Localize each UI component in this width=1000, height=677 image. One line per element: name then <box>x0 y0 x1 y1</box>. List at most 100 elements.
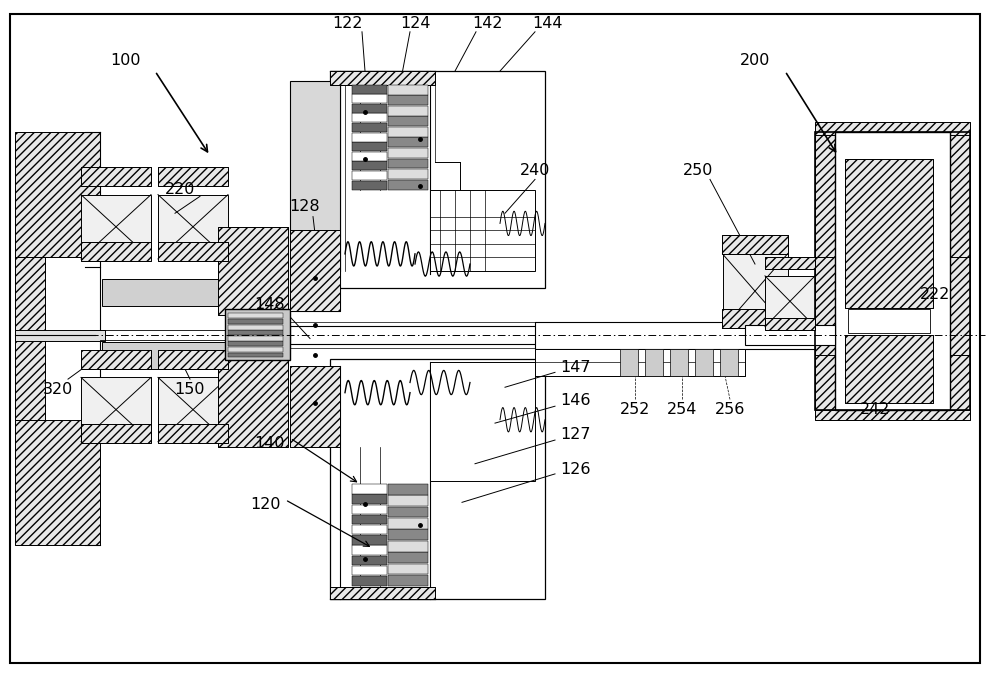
Bar <box>620 349 638 376</box>
Text: 242: 242 <box>860 402 890 417</box>
Bar <box>290 81 340 311</box>
Bar <box>15 420 100 545</box>
Bar <box>290 366 340 447</box>
Bar <box>815 135 970 257</box>
Bar <box>290 230 340 311</box>
Bar <box>388 137 428 148</box>
Bar <box>765 276 815 326</box>
Bar <box>388 552 428 563</box>
Bar <box>695 349 713 376</box>
Bar <box>430 190 535 271</box>
Bar <box>15 132 100 257</box>
Bar <box>388 148 428 158</box>
Bar <box>290 230 340 311</box>
Bar <box>228 330 283 335</box>
Bar <box>15 257 45 420</box>
Bar <box>352 94 387 103</box>
Bar <box>330 359 545 599</box>
Bar <box>670 349 688 376</box>
Bar <box>290 366 340 447</box>
Bar <box>388 518 428 529</box>
Bar <box>15 420 100 545</box>
Text: 144: 144 <box>533 16 563 31</box>
Bar <box>845 335 933 403</box>
Bar <box>352 171 387 180</box>
Bar <box>352 535 387 545</box>
Bar <box>815 135 970 257</box>
Bar <box>81 242 151 261</box>
Bar <box>845 335 933 403</box>
Bar <box>765 318 815 330</box>
Text: 148: 148 <box>255 297 285 312</box>
Bar <box>352 142 387 151</box>
Bar <box>158 350 228 369</box>
Bar <box>81 242 151 261</box>
Bar <box>722 235 788 254</box>
Text: 120: 120 <box>250 497 280 512</box>
Bar <box>722 254 788 328</box>
Bar <box>388 127 428 137</box>
Bar <box>81 350 151 369</box>
Bar <box>290 326 670 344</box>
Bar <box>352 123 387 132</box>
Bar <box>81 424 151 443</box>
Bar <box>330 71 545 288</box>
Bar <box>765 257 815 269</box>
Bar <box>15 330 105 341</box>
Bar <box>158 167 228 186</box>
Bar <box>388 563 428 574</box>
Bar <box>81 424 151 443</box>
Bar <box>388 179 428 190</box>
Bar <box>228 347 283 352</box>
Bar <box>388 541 428 552</box>
Bar <box>388 85 428 95</box>
Bar <box>388 496 428 506</box>
Text: 140: 140 <box>255 436 285 451</box>
Bar <box>352 104 387 113</box>
Bar <box>815 122 970 420</box>
Bar <box>158 424 228 443</box>
Bar <box>158 167 228 186</box>
Bar <box>158 350 228 369</box>
Bar <box>352 515 387 524</box>
Bar <box>745 325 835 345</box>
Bar <box>158 242 228 261</box>
Bar <box>815 132 970 410</box>
Bar <box>388 529 428 540</box>
Text: 126: 126 <box>560 462 590 477</box>
Bar <box>15 257 45 420</box>
Bar <box>330 71 435 85</box>
Bar <box>430 362 535 481</box>
Bar <box>228 353 283 357</box>
Bar <box>352 114 387 123</box>
Bar <box>225 309 290 360</box>
Bar <box>352 556 387 565</box>
Text: 252: 252 <box>620 402 650 417</box>
Text: 128: 128 <box>290 199 320 214</box>
Bar <box>388 106 428 116</box>
Bar <box>535 349 745 376</box>
Bar <box>228 319 283 324</box>
Bar <box>352 85 387 93</box>
Bar <box>228 325 283 330</box>
Text: 200: 200 <box>740 53 770 68</box>
Bar <box>218 359 288 447</box>
Text: 220: 220 <box>165 182 195 197</box>
Bar <box>765 318 815 330</box>
Bar <box>645 349 663 376</box>
Bar <box>15 132 100 257</box>
Bar <box>81 167 151 186</box>
Bar <box>848 309 930 333</box>
Bar <box>228 336 283 341</box>
Bar <box>330 71 435 85</box>
Bar <box>835 132 950 410</box>
Bar <box>158 424 228 443</box>
Bar <box>228 313 283 318</box>
Text: 222: 222 <box>920 287 950 302</box>
Bar <box>81 167 151 186</box>
Bar <box>352 504 387 514</box>
Bar <box>765 257 815 269</box>
Bar <box>81 378 151 441</box>
Text: 150: 150 <box>175 382 205 397</box>
Text: 100: 100 <box>110 53 140 68</box>
